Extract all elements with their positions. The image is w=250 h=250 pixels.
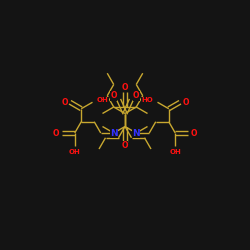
Text: OH: OH xyxy=(69,148,80,154)
Text: N: N xyxy=(110,128,118,138)
Text: HO: HO xyxy=(141,97,153,103)
Text: O: O xyxy=(110,92,117,100)
Text: N: N xyxy=(132,128,140,138)
Text: O: O xyxy=(122,83,128,92)
Text: O: O xyxy=(182,98,189,107)
Text: OH: OH xyxy=(97,97,109,103)
Text: O: O xyxy=(122,142,128,150)
Text: O: O xyxy=(53,128,60,138)
Text: O: O xyxy=(133,92,140,100)
Text: O: O xyxy=(190,128,197,138)
Text: O: O xyxy=(61,98,68,107)
Text: OH: OH xyxy=(170,148,181,154)
